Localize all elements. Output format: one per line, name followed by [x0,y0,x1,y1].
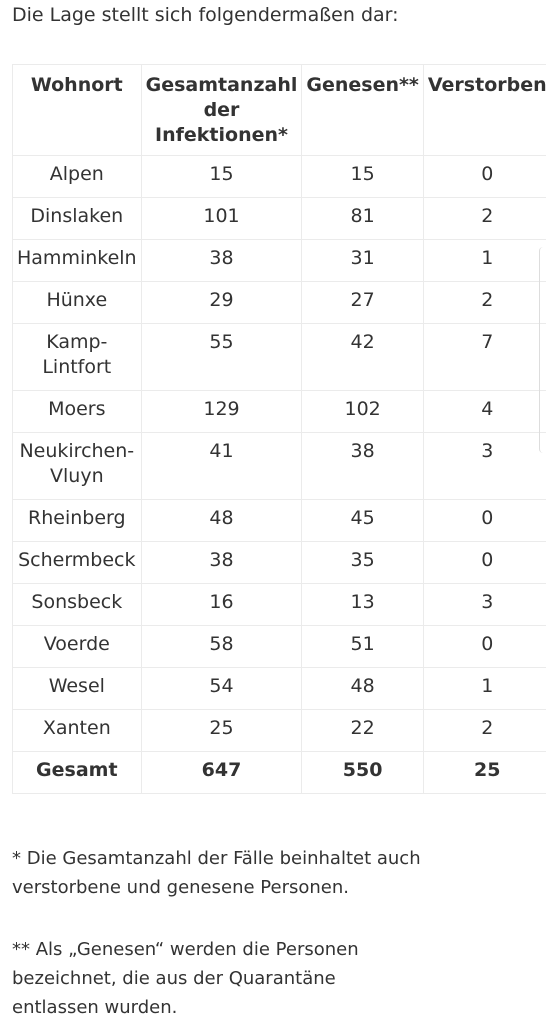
table-row: Rheinberg 48 45 0 [12,499,546,542]
cell-wohnort: Moers [12,390,142,433]
table-row: Hamminkeln 38 31 1 [12,239,546,282]
cell-gesamt: 41 [140,432,302,500]
cell-genesen: 42 [301,323,424,391]
table-row: Wesel 54 48 1 [12,667,546,710]
cell-genesen: 45 [301,499,424,542]
cell-genesen: 22 [301,709,424,752]
cell-wohnort: Hamminkeln [12,239,142,282]
header-gesamtanzahl: Gesamtanzahl der Infektionen* [140,64,302,156]
cell-genesen: 31 [301,239,424,282]
cell-wohnort: Neukirchen-Vluyn [12,432,142,500]
footnote-gesamtanzahl: * Die Gesamtanzahl der Fälle beinhaltet … [12,848,421,898]
cell-verstorben: 2 [422,281,546,324]
table-row: Xanten 25 22 2 [12,709,546,752]
cell-verstorben: 2 [422,709,546,752]
cell-wohnort: Xanten [12,709,142,752]
header-verstorben: Verstorben [422,64,546,156]
total-genesen: 550 [301,751,424,794]
table-row: Voerde 58 51 0 [12,625,546,668]
total-label: Gesamt [12,751,142,794]
cell-wohnort: Wesel [12,667,142,710]
cell-gesamt: 16 [140,583,302,626]
cell-gesamt: 29 [140,281,302,324]
table-row: Kamp-Lintfort 55 42 7 [12,323,546,391]
infection-table: Wohnort Gesamtanzahl der Infektionen* Ge… [12,64,546,794]
cell-verstorben: 0 [422,541,546,584]
cell-wohnort: Schermbeck [12,541,142,584]
cell-genesen: 48 [301,667,424,710]
cell-genesen: 27 [301,281,424,324]
table-row: Sonsbeck 16 13 3 [12,583,546,626]
cell-gesamt: 129 [140,390,302,433]
header-wohnort: Wohnort [12,64,142,156]
cell-verstorben: 0 [422,155,546,198]
table-row: Moers 129 102 4 [12,390,546,433]
cell-verstorben: 3 [422,583,546,626]
cell-gesamt: 58 [140,625,302,668]
cell-genesen: 38 [301,432,424,500]
cell-gesamt: 38 [140,541,302,584]
cell-gesamt: 54 [140,667,302,710]
table-body: Alpen 15 15 0 Dinslaken 101 81 2 Hammink… [12,155,546,794]
cell-wohnort: Sonsbeck [12,583,142,626]
cell-wohnort: Rheinberg [12,499,142,542]
cell-genesen: 51 [301,625,424,668]
cell-wohnort: Alpen [12,155,142,198]
cell-gesamt: 101 [140,197,302,240]
cell-verstorben: 7 [422,323,546,391]
cell-gesamt: 15 [140,155,302,198]
cell-verstorben: 0 [422,499,546,542]
cell-genesen: 102 [301,390,424,433]
cell-genesen: 81 [301,197,424,240]
table-row: Dinslaken 101 81 2 [12,197,546,240]
cell-gesamt: 55 [140,323,302,391]
table-row: Neukirchen-Vluyn 41 38 3 [12,432,546,500]
header-genesen: Genesen** [301,64,424,156]
table-row: Alpen 15 15 0 [12,155,546,198]
cell-wohnort: Voerde [12,625,142,668]
intro-text: Die Lage stellt sich folgendermaßen dar: [12,4,399,26]
cell-verstorben: 2 [422,197,546,240]
footnote-genesen: ** Als „Genesen“ werden die Personen bez… [12,939,359,1018]
table-header-row: Wohnort Gesamtanzahl der Infektionen* Ge… [12,64,546,156]
cell-genesen: 15 [301,155,424,198]
cell-genesen: 13 [301,583,424,626]
total-gesamt: 647 [140,751,302,794]
table-row: Hünxe 29 27 2 [12,281,546,324]
cell-verstorben: 4 [422,390,546,433]
cell-gesamt: 38 [140,239,302,282]
total-verstorben: 25 [422,751,546,794]
cell-verstorben: 1 [422,239,546,282]
cell-verstorben: 3 [422,432,546,500]
cell-wohnort: Hünxe [12,281,142,324]
table-total-row: Gesamt 647 550 25 [12,751,546,794]
table-row: Schermbeck 38 35 0 [12,541,546,584]
cell-wohnort: Dinslaken [12,197,142,240]
cell-verstorben: 0 [422,625,546,668]
cell-gesamt: 48 [140,499,302,542]
cell-verstorben: 1 [422,667,546,710]
cell-genesen: 35 [301,541,424,584]
cell-gesamt: 25 [140,709,302,752]
table-scroll-edge [539,247,546,453]
cell-wohnort: Kamp-Lintfort [12,323,142,391]
